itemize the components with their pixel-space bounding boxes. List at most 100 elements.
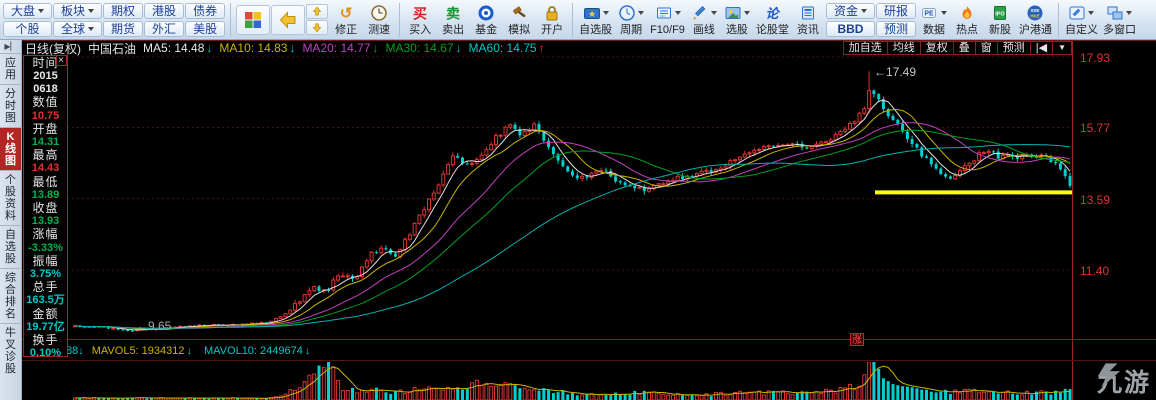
- dropdown-caret-icon: [1088, 10, 1095, 15]
- sidebar-tab-自选股[interactable]: 自选股: [0, 225, 21, 268]
- toolbar-button-修正[interactable]: ↺ 修正: [335, 4, 358, 37]
- info-label: 最低: [32, 174, 59, 189]
- ma-legend-item: MA60: 14.75 ↑: [468, 41, 545, 55]
- toolbar-button-基金[interactable]: 基金: [470, 1, 502, 38]
- flame-icon: [962, 5, 972, 19]
- period-label[interactable]: 日线(复权): [25, 41, 81, 56]
- market-button-美股[interactable]: 美股: [185, 20, 226, 37]
- svg-text:卖: 卖: [446, 5, 460, 21]
- toolbar-button-自定义[interactable]: 自定义: [1063, 1, 1100, 38]
- sell-icon: 卖: [446, 5, 460, 21]
- nav-button-group: [236, 4, 329, 35]
- market-button-期货[interactable]: 期货: [103, 20, 144, 37]
- dropdown-caret-icon: [638, 10, 645, 15]
- ma-legend-item: MA5: 14.48 ↓: [143, 41, 213, 55]
- candlestick-chart[interactable]: ←17.49 ←9.65 涨 88↓ MAVOL5: 1934312 ↓ MAVOL1…: [22, 40, 1156, 400]
- toolbar-button-热点[interactable]: 热点: [951, 1, 983, 38]
- chart-quick-buttons: 加自选 均线 复权叠窗预测 |◀ ▼: [842, 41, 1072, 55]
- sidebar-tab-应用[interactable]: 应用: [0, 53, 21, 84]
- market-button-外汇[interactable]: 外汇: [144, 20, 185, 37]
- info-label: 总手: [32, 280, 59, 295]
- toolbar-button-BBD[interactable]: BBD: [825, 20, 875, 37]
- news-icon: [801, 6, 814, 19]
- left-sidebar: ▶▏ 应用分时图 K 线图个股资料自选股综合排名牛叉诊股: [0, 40, 22, 400]
- info-label: 换手: [32, 333, 59, 348]
- sidebar-tab-个股资料[interactable]: 个股资料: [0, 170, 21, 225]
- candles-and-mas: [73, 71, 1072, 332]
- chart-button-复权[interactable]: 复权: [921, 42, 954, 54]
- toolbar-button-资金[interactable]: 资金: [825, 2, 875, 19]
- market-button-个股[interactable]: 个股: [3, 20, 53, 37]
- toolbar-button-买入[interactable]: 买买入: [409, 5, 432, 36]
- market-button-港股[interactable]: 港股: [144, 2, 185, 19]
- volume-bars: [73, 362, 1072, 400]
- svg-text:↺: ↺: [340, 5, 353, 22]
- ma-legend-item: MA10: 14.83 ↓: [219, 41, 296, 55]
- pencil-icon: [693, 5, 706, 20]
- toolbar-button-模拟[interactable]: 模拟: [503, 1, 535, 38]
- fund-icon: [478, 5, 494, 20]
- toolbar-button-资讯[interactable]: 资讯: [792, 1, 824, 38]
- doc-icon: [656, 7, 671, 18]
- toolbar-button-预测[interactable]: 预测: [875, 20, 916, 37]
- axis-price-label: 15.77: [1080, 121, 1111, 136]
- market-button-期权[interactable]: 期权: [103, 2, 144, 19]
- toolbar-button-卖出[interactable]: 卖卖出: [442, 5, 465, 36]
- toolbar-button-周期[interactable]: 周期: [615, 1, 647, 38]
- watermark: 九游: [1097, 363, 1151, 399]
- toolbar-button-新股[interactable]: IPO 新股: [984, 1, 1016, 38]
- market-button-债券[interactable]: 债券: [185, 2, 226, 19]
- chart-button-叠[interactable]: 叠: [954, 42, 976, 54]
- info-label: 涨幅: [32, 227, 59, 242]
- svg-text:论: 论: [766, 6, 781, 21]
- app-grid-button[interactable]: [236, 4, 271, 35]
- chart-button-加自选[interactable]: 加自选: [844, 42, 888, 54]
- toolbar-button-沪港通[interactable]: SSE HKE 沪港通: [1017, 1, 1054, 38]
- toolbar-button-多窗口[interactable]: 多窗口: [1101, 1, 1138, 38]
- dropdown-caret-icon: [602, 10, 609, 15]
- market-button-板块[interactable]: 板块: [53, 2, 103, 19]
- back-button[interactable]: [271, 4, 306, 35]
- chart-dropdown-icon[interactable]: ▼: [1058, 43, 1066, 52]
- toolbar-button-选股[interactable]: 选股: [721, 1, 753, 38]
- chart-button-均线[interactable]: 均线: [888, 42, 921, 54]
- chart-button-窗[interactable]: 窗: [976, 42, 998, 54]
- info-value: -3.33%: [28, 241, 63, 254]
- clock-blue-icon: [619, 4, 635, 21]
- sidebar-tab-综合排名[interactable]: 综合排名: [0, 268, 21, 323]
- toolbar-button-研报[interactable]: 研报: [875, 2, 916, 19]
- toolbar-button-论股堂[interactable]: 论论股堂: [755, 5, 789, 37]
- sidebar-tab-牛叉诊股[interactable]: 牛叉诊股: [0, 323, 21, 378]
- up-arrow-icon: [312, 6, 322, 16]
- market-button-大盘[interactable]: 大盘: [3, 2, 53, 19]
- info-value: 10.75: [31, 109, 60, 122]
- dropdown-caret-icon: [743, 10, 750, 15]
- pair-button-group: 资金 BBD 研报 预测: [825, 2, 916, 37]
- dropdown-caret-icon: [88, 26, 95, 31]
- svg-text:PE: PE: [924, 10, 934, 17]
- axis-price-label: 13.59: [1080, 192, 1111, 207]
- ma-legend-item: MA30: 14.67 ↓: [385, 41, 462, 55]
- close-icon[interactable]: ×: [56, 56, 67, 66]
- custom-icon: [1069, 6, 1085, 19]
- market-button-全球[interactable]: 全球: [53, 20, 103, 37]
- dropdown-caret-icon: [674, 10, 681, 15]
- toolbar-button-数据[interactable]: PE 数据: [918, 1, 950, 38]
- stock-name: 中国石油: [88, 41, 137, 56]
- page-down-button[interactable]: [306, 20, 329, 35]
- chart-button-预测[interactable]: 预测: [998, 42, 1031, 54]
- toolbar-button-F10/F9[interactable]: F10/F9: [648, 1, 687, 38]
- sidebar-tab-分时图[interactable]: 分时图: [0, 84, 21, 127]
- chart-nav-first-icon[interactable]: |◀: [1031, 42, 1054, 54]
- page-up-button[interactable]: [306, 4, 329, 19]
- toolbar-button-画线[interactable]: 画线: [688, 1, 720, 38]
- info-label: 开盘: [32, 121, 59, 136]
- info-value: 163.5万: [26, 294, 65, 307]
- sidebar-collapse-icon[interactable]: ▶▏: [4, 42, 17, 51]
- toolbar-button-测速[interactable]: 测速: [363, 1, 395, 38]
- toolbar-button-自选股[interactable]: ★ 自选股: [577, 1, 614, 38]
- gavel-icon: [513, 5, 526, 17]
- toolbar-button-开户[interactable]: 开户: [536, 1, 568, 38]
